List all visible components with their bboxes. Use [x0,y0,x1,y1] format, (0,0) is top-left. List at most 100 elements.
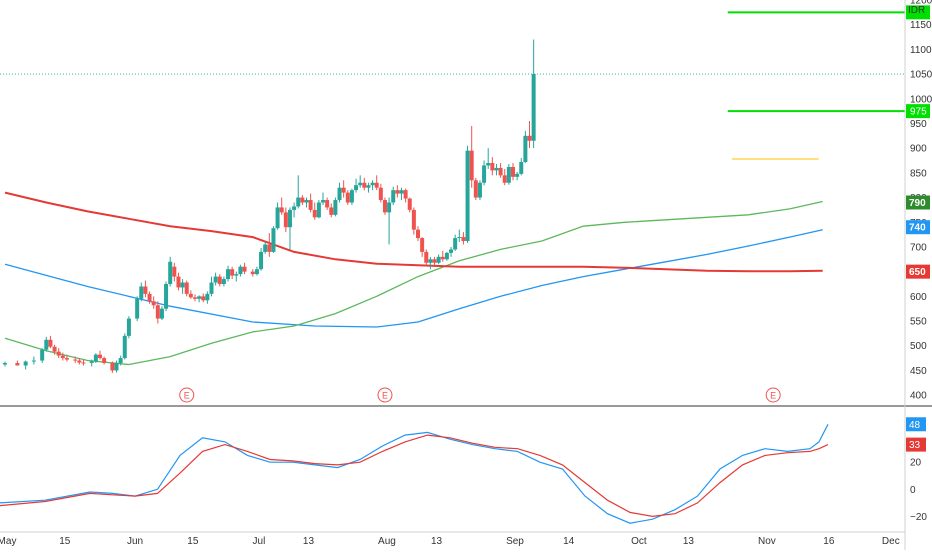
time-tick-label: May [0,536,16,547]
candle-body [432,259,437,263]
candle-body [490,162,495,171]
price-badge-label: 650 [909,267,926,278]
candle-body [263,244,268,252]
price-tick-label: 900 [910,144,927,155]
candle-body [391,190,396,203]
candle-body [312,209,317,218]
price-levels: 975 [0,5,930,160]
currency-label: IDR [908,5,925,16]
earnings-marker [179,387,195,403]
price-tick-label: 1100 [910,45,932,56]
candle-body [81,362,86,364]
candle-body [374,182,379,188]
candle-body [201,296,206,301]
candle-body [519,162,524,174]
earnings-marker-label: E [382,391,388,401]
candle-body [444,252,449,260]
oscillator-line [0,434,829,518]
oscillator-badge [906,417,926,432]
candle-body [449,249,454,253]
candle-body [267,244,272,252]
candle-body [250,271,255,275]
candle-body [15,363,20,366]
candle-body [477,182,482,198]
candle-body [308,200,313,210]
candle-body [184,282,189,294]
candle-body [420,238,425,252]
candle-body [205,293,210,301]
candle-body [304,200,309,203]
candle-body [226,269,231,280]
candle-body [48,339,53,347]
candle-body [370,182,375,186]
candle-body [321,200,326,203]
candle-body [176,276,181,288]
price-tick-label: 500 [910,341,927,352]
candle-body [465,150,470,242]
earnings-marker [765,387,781,403]
candle-body [259,251,264,270]
moving-average-line [4,200,823,366]
candle-body [457,237,462,239]
candle-body [155,305,160,319]
candle-body [31,360,36,362]
candle-body [407,198,412,210]
price-badge [906,264,930,279]
target-badge [906,5,930,20]
oscillator-badge-label: 48 [909,420,921,431]
candle-body [73,359,78,361]
price-tick-label: 1150 [910,20,932,31]
candle-body [188,293,193,298]
candle-body [122,335,127,359]
candle-body [494,167,499,171]
time-tick-label: Nov [758,536,776,547]
candle-body [399,190,404,194]
candle-body [283,212,288,228]
candle-body [382,200,387,213]
candle-body [453,238,458,250]
oscillator-tick-label: −20 [910,512,927,523]
candle-body [192,297,197,299]
price-tick-label: 700 [910,242,927,253]
candle-body [126,318,131,336]
candle-body [217,276,222,284]
candle-body [300,197,305,203]
price-tick-label: 850 [910,168,927,179]
candle-body [523,135,528,162]
time-tick-label: 13 [683,536,695,547]
earnings-marker-label: E [184,391,190,401]
oscillator-badge [906,437,926,452]
candle-body [135,298,140,319]
candle-body [358,182,363,186]
moving-averages [4,191,823,366]
candle-body [403,190,408,199]
candle-body [242,266,247,272]
candle-body [424,251,429,263]
price-tick-label: 1200 [910,0,932,7]
target-badge [906,104,930,119]
candle-body [40,349,45,361]
candle-body [354,185,359,191]
candle-body [498,167,503,176]
candle-body [271,228,276,252]
candle-body [159,308,164,319]
candle-body [436,256,441,263]
earnings-marker [377,387,393,403]
candle-body [378,187,383,201]
candles [3,39,536,373]
candle-body [362,182,367,188]
candle-body [527,135,532,141]
earnings-marker-label: E [770,391,776,401]
candle-body [164,283,169,309]
candle-body [275,207,280,229]
candle-body [230,269,235,276]
time-tick-label: 13 [303,536,315,547]
candle-body [114,363,119,371]
candle-body [143,286,148,294]
candle-body [469,150,474,181]
candle-body [118,358,123,364]
candle-body [52,346,57,352]
candle-body [316,202,321,218]
